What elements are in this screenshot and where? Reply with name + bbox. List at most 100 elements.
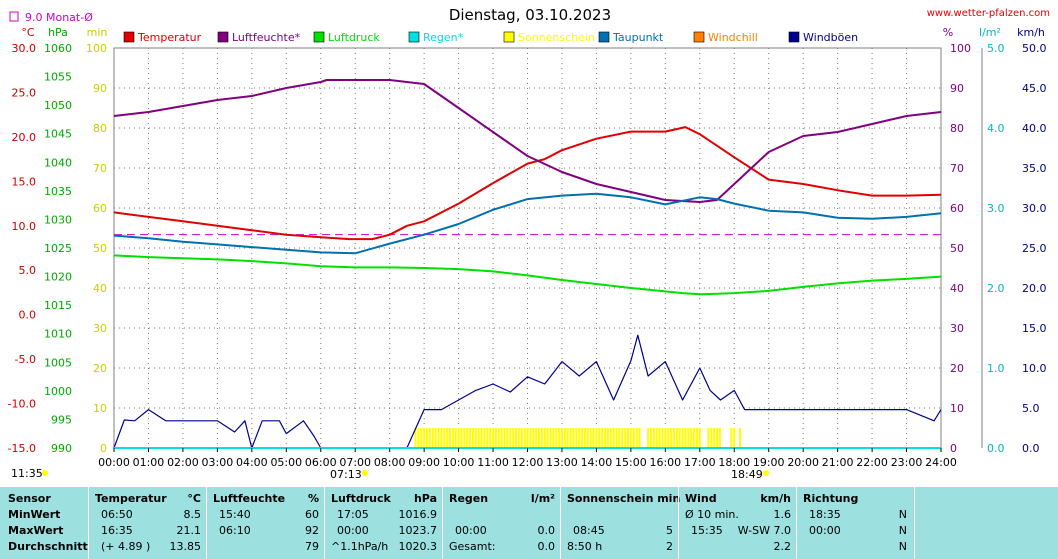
- temp-axis-tick: 0.0: [19, 309, 37, 322]
- stats-col-temperatur: Temperatur °C 06:50 8.5 16:35 21.1 (+ 4.…: [88, 487, 207, 559]
- sunshine-bar: [506, 428, 509, 448]
- sunshine-bar: [434, 428, 437, 448]
- sunshine-bars: [414, 428, 741, 448]
- x-axis-tick-label: 04:00: [236, 456, 268, 469]
- temp-axis-tick: -5.0: [15, 353, 36, 366]
- sunshine-bar: [512, 428, 515, 448]
- current-time-sun-icon: [42, 470, 48, 476]
- unit-temp: °C: [21, 26, 35, 39]
- wind-axis-tick: 0.0: [1022, 442, 1040, 455]
- stats-header-luftfeuchte: Luftfeuchte: [213, 492, 286, 505]
- rain-axis-tick: 3.0: [987, 202, 1005, 215]
- legend-item: Temperatur: [123, 31, 202, 44]
- sunshine-bar: [483, 428, 486, 448]
- x-axis-tick-label: 08:00: [374, 456, 406, 469]
- sunshine-bar: [414, 428, 417, 448]
- sunshine-bar: [575, 428, 578, 448]
- sunshine-bar: [595, 428, 598, 448]
- stats-temp-avg-delta: (+ 4.89 ): [101, 540, 151, 553]
- unit-sun: min: [87, 26, 108, 39]
- legend: Temperatur Luftfeuchte* Luftdruck Regen* Son…: [123, 31, 858, 44]
- sun-axis-tick: 80: [93, 122, 107, 135]
- x-axis: 00:00 01:00 02:00 03:00 04:00 05:00 06:00 07:00…: [98, 448, 957, 469]
- sunshine-bar: [583, 428, 586, 448]
- stats-header-wind: Wind: [685, 492, 717, 505]
- sun-axis-tick: 90: [93, 82, 107, 95]
- sunshine-bar: [420, 428, 423, 448]
- sunshine-bar: [540, 428, 543, 448]
- wind-axis-tick: 45.0: [1022, 82, 1047, 95]
- sunshine-bar: [423, 428, 426, 448]
- sunshine-bar: [529, 428, 532, 448]
- pressure-axis-tick: 990: [51, 442, 72, 455]
- stats-col-richtung: Richtung 18:35 N 00:00 N N: [796, 487, 915, 559]
- legend-swatch: [408, 31, 420, 43]
- pressure-axis-tick: 1015: [44, 299, 72, 312]
- legend-label: Regen*: [423, 31, 464, 44]
- stats-wind-avg-value: 2.2: [773, 540, 792, 553]
- sunshine-bar: [555, 428, 558, 448]
- rain-axis-tick: 5.0: [987, 42, 1005, 55]
- sunshine-bar: [460, 428, 463, 448]
- legend-swatch: [693, 31, 705, 43]
- sunshine-bar: [515, 428, 518, 448]
- sun-axis-tick: 40: [93, 282, 107, 295]
- x-axis-tick-label: 02:00: [167, 456, 199, 469]
- sunshine-bar: [578, 428, 581, 448]
- sunrise-label: 07:13: [330, 468, 362, 481]
- stats-col-empty: [914, 487, 1058, 559]
- sunshine-bar: [710, 428, 713, 448]
- sunshine-bar: [440, 428, 443, 448]
- stats-unit-luftdruck: hPa: [413, 492, 437, 505]
- legend-item: Luftdruck: [313, 31, 380, 44]
- x-axis-tick-label: 17:00: [684, 456, 716, 469]
- x-axis-tick-label: 13:00: [546, 456, 578, 469]
- sunshine-bar: [730, 428, 733, 448]
- sunshine-bar: [558, 428, 561, 448]
- sunshine-bar: [474, 428, 477, 448]
- sunshine-bar: [532, 428, 535, 448]
- stats-header-richtung: Richtung: [803, 492, 859, 505]
- stats-col-sensor: Sensor MinWert MaxWert Durchschnitt: [0, 487, 88, 559]
- sunshine-bar: [477, 428, 480, 448]
- monthly-average-marker-icon: [9, 11, 19, 22]
- humidity-axis-tick: 90: [950, 82, 964, 95]
- unit-rain: l/m²: [979, 26, 1001, 39]
- x-axis-tick-label: 00:00: [98, 456, 130, 469]
- sunshine-bar: [738, 428, 741, 448]
- sunshine-bar: [448, 428, 451, 448]
- stats-sun-avg-value: 2: [666, 540, 673, 553]
- pressure-axis-tick: 1045: [44, 128, 72, 141]
- stats-temp-min-value: 8.5: [183, 508, 202, 521]
- legend-swatch: [598, 31, 610, 43]
- stats-rain-max-time: 00:00: [455, 524, 487, 537]
- legend-label: Windböen: [803, 31, 858, 44]
- stats-press-min-value: 1016.9: [398, 508, 438, 521]
- legend-swatch: [123, 31, 135, 43]
- pressure-axis-tick: 1035: [44, 185, 72, 198]
- stats-header-luftdruck: Luftdruck: [331, 492, 391, 505]
- stats-header-regen: Regen: [449, 492, 489, 505]
- sunshine-bar: [428, 428, 431, 448]
- weather-chart: 9.0 Monat-Ø Dienstag, 03.10.2023 www.wet…: [7, 6, 1050, 481]
- humidity-axis-tick: 100: [950, 42, 971, 55]
- pressure-axis-tick: 1055: [44, 71, 72, 84]
- sunshine-bar: [718, 428, 721, 448]
- pressure-axis-tick: 1025: [44, 242, 72, 255]
- x-axis-tick-label: 11:00: [477, 456, 509, 469]
- legend-label: Luftfeuchte*: [232, 31, 301, 44]
- legend-label: Taupunkt: [612, 31, 664, 44]
- sunshine-bar: [466, 428, 469, 448]
- temp-axis-tick: -15.0: [8, 442, 36, 455]
- sunshine-bar: [560, 428, 563, 448]
- x-axis-tick-label: 10:00: [443, 456, 475, 469]
- humidity-axis-tick: 40: [950, 282, 964, 295]
- sunshine-bar: [489, 428, 492, 448]
- x-axis-tick-label: 09:00: [408, 456, 440, 469]
- unit-pressure: hPa: [48, 26, 68, 39]
- legend-item: Regen*: [408, 31, 464, 44]
- sunshine-bar: [609, 428, 612, 448]
- stats-temp-max-value: 21.1: [176, 524, 202, 537]
- sunshine-bar: [572, 428, 575, 448]
- temp-axis-tick: -10.0: [8, 398, 36, 411]
